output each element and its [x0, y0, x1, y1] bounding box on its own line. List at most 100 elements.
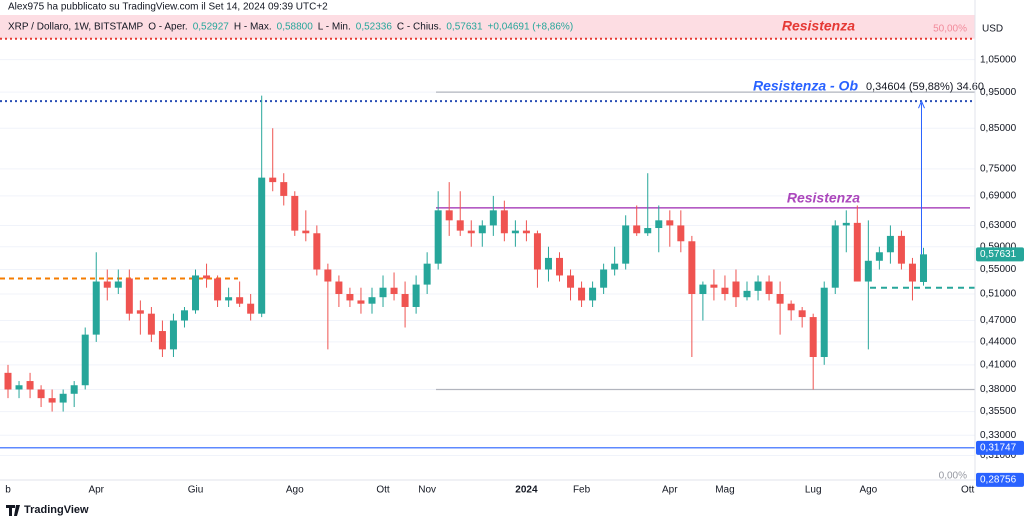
- candle-body: [423, 263, 431, 285]
- candle-body: [269, 177, 277, 183]
- candle-body: [710, 284, 718, 288]
- candle-body: [346, 294, 354, 301]
- candle-body: [401, 294, 409, 307]
- candle-body: [368, 297, 376, 304]
- legend: XRP / Dollaro, 1W, BITSTAMP O - Aper. 0,52…: [8, 22, 573, 33]
- price-label: 0,28756: [980, 475, 1017, 486]
- y-tick-label: 0,33000: [980, 430, 1017, 441]
- y-tick-label: 0,44000: [980, 337, 1017, 348]
- y-tick-label: 0,38000: [980, 384, 1017, 395]
- candle-body: [798, 310, 806, 318]
- candle-body: [489, 210, 497, 226]
- legend-text: L - Min.: [318, 22, 351, 33]
- candle-body: [533, 233, 541, 270]
- candle-body: [875, 252, 883, 261]
- y-tick-label: 0,85000: [980, 123, 1017, 134]
- price-label: 0,57631: [980, 249, 1017, 260]
- x-tick-label: Nov: [418, 485, 436, 496]
- candle-body: [81, 334, 89, 386]
- x-tick-label: b: [5, 485, 11, 496]
- legend-text: 0,57631: [446, 22, 483, 33]
- candle-body: [919, 254, 927, 282]
- candle-body: [732, 281, 740, 298]
- x-tick-label: Ott: [376, 485, 390, 496]
- candle-body: [15, 385, 23, 390]
- x-tick-label: Ago: [859, 485, 877, 496]
- annotation: 50,00%: [933, 24, 967, 35]
- candle-body: [434, 210, 442, 264]
- legend-text: C - Chius.: [397, 22, 441, 33]
- legend-text: 0,52336: [356, 22, 393, 33]
- candle-body: [908, 263, 916, 282]
- y-tick-label: 0,31000: [980, 450, 1017, 461]
- candle-body: [842, 222, 850, 226]
- resistance-zone: [0, 15, 975, 39]
- candle-body: [379, 287, 387, 298]
- candle-body: [357, 300, 365, 304]
- legend-text: O - Aper.: [148, 22, 187, 33]
- y-tick-label: 0,95000: [980, 87, 1017, 98]
- candle-body: [313, 233, 321, 270]
- candle-body: [280, 182, 288, 196]
- price-label-box: [976, 440, 1024, 455]
- author-line: Alex975 ha pubblicato su TradingView.com…: [8, 2, 328, 13]
- legend-text: H - Max.: [234, 22, 272, 33]
- y-tick-label: 0,41000: [980, 359, 1017, 370]
- candle-body: [478, 225, 486, 234]
- candle-body: [787, 303, 795, 311]
- candle-body: [4, 372, 12, 390]
- candle-body: [864, 260, 872, 282]
- candle-body: [203, 275, 211, 279]
- annotation: 0,00%: [939, 471, 967, 482]
- legend-text: +0,04691 (+8,86%): [488, 22, 574, 33]
- candle-body: [26, 381, 34, 390]
- y-tick-label: 0,55000: [980, 264, 1017, 275]
- x-tick-label: Giu: [188, 485, 204, 496]
- candle-body: [147, 313, 155, 335]
- candle-body: [511, 230, 519, 234]
- candle-body: [644, 228, 652, 234]
- candle-body: [302, 230, 310, 234]
- candle-body: [589, 287, 597, 301]
- annotation: Resistenza: [787, 190, 860, 206]
- candle-body: [633, 225, 641, 234]
- candle-body: [897, 235, 905, 264]
- x-tick-label: Ott: [961, 485, 975, 496]
- candle-body: [765, 281, 773, 295]
- candle-body: [114, 281, 122, 288]
- x-tick-label: Apr: [662, 485, 678, 496]
- candle-body: [655, 220, 663, 229]
- candle-body: [169, 320, 177, 350]
- x-tick-label: Lug: [805, 485, 822, 496]
- candle-body: [522, 230, 530, 234]
- price-label-box: [976, 247, 1024, 262]
- y-tick-label: 0,35500: [980, 406, 1017, 417]
- legend-text: XRP / Dollaro, 1W, BITSTAMP: [8, 22, 144, 33]
- candle-body: [92, 281, 100, 335]
- candle-body: [721, 287, 729, 295]
- candle-body: [600, 269, 608, 288]
- y-tick-label: 0,63000: [980, 220, 1017, 231]
- y-tick-label: 0,59000: [980, 241, 1017, 252]
- candle-body: [754, 281, 762, 291]
- candle-body: [412, 284, 420, 307]
- candle-body: [500, 210, 508, 234]
- candle-body: [103, 281, 111, 288]
- candle-body: [556, 257, 563, 276]
- candle-body: [467, 230, 475, 234]
- candle-body: [390, 287, 398, 295]
- candle-body: [567, 275, 575, 288]
- candle-body: [776, 294, 784, 304]
- candle-body: [192, 275, 200, 311]
- candle-body: [886, 235, 894, 253]
- candle-body: [247, 303, 255, 314]
- candle-body: [699, 284, 707, 295]
- y-tick-label: 1,05000: [980, 54, 1017, 65]
- candle-body: [214, 278, 222, 301]
- arrow-head: [918, 99, 925, 109]
- x-tick-label: Apr: [88, 485, 104, 496]
- legend-text: 0,58800: [277, 22, 314, 33]
- legend-text: 0,52927: [193, 22, 230, 33]
- candle-body: [125, 278, 133, 314]
